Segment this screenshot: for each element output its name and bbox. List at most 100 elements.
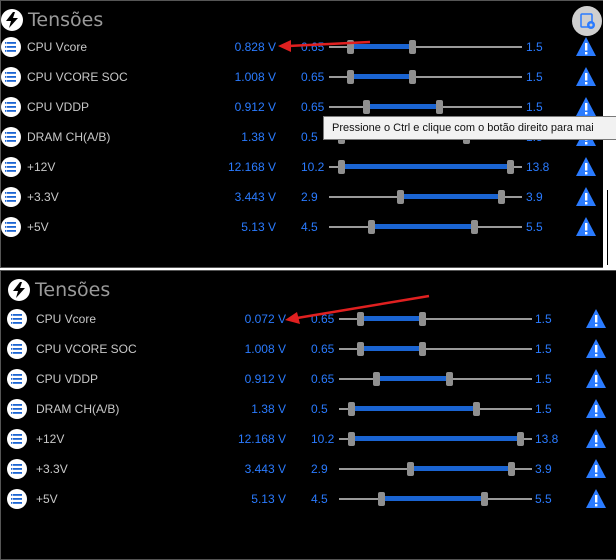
- sensor-value: 0.072 V: [244, 312, 286, 326]
- slider-low-handle[interactable]: [347, 70, 355, 84]
- warning-icon[interactable]: [585, 398, 607, 420]
- sensor-label: +5V: [27, 220, 49, 234]
- sensor-row: CPU Vcore 0.072 V 0.65 1.5: [1, 304, 606, 334]
- warning-icon[interactable]: [585, 458, 607, 480]
- slider-high-handle[interactable]: [446, 372, 453, 386]
- sensor-value: 1.008 V: [244, 342, 286, 356]
- sensor-value: 12.168 V: [227, 160, 276, 174]
- slider-low-handle[interactable]: [397, 190, 405, 204]
- slider-low-handle[interactable]: [368, 220, 376, 234]
- slider-high-handle[interactable]: [436, 100, 443, 114]
- slider-high-handle[interactable]: [408, 70, 416, 84]
- slider-low-handle[interactable]: [378, 492, 386, 506]
- sensor-label: CPU VDDP: [27, 100, 90, 114]
- min-value: 2.9: [301, 190, 318, 204]
- range-slider-fill: [360, 346, 422, 351]
- slider-low-handle[interactable]: [337, 160, 345, 174]
- slider-high-handle[interactable]: [507, 160, 515, 174]
- slider-high-handle[interactable]: [470, 220, 478, 234]
- slider-low-handle[interactable]: [372, 372, 380, 386]
- warning-icon[interactable]: [575, 66, 597, 88]
- slider-high-handle[interactable]: [473, 402, 481, 416]
- panel-title: Tensões: [28, 9, 104, 31]
- sensor-label: +5V: [36, 492, 58, 506]
- min-value: 0.5: [301, 130, 318, 144]
- slider-high-handle[interactable]: [480, 492, 488, 506]
- slider-low-handle[interactable]: [357, 342, 365, 356]
- sensor-row: +5V 5.13 V 4.5 5.5: [1, 212, 601, 242]
- sensor-value: 5.13 V: [251, 492, 286, 506]
- slider-low-handle[interactable]: [407, 462, 415, 476]
- menu-icon[interactable]: [1, 97, 21, 117]
- sensor-label: +12V: [36, 432, 65, 446]
- sensor-row: +3.3V 3.443 V 2.9 3.9: [1, 182, 601, 212]
- sensor-value: 1.38 V: [251, 402, 286, 416]
- slider-low-handle[interactable]: [347, 40, 355, 54]
- menu-icon[interactable]: [1, 37, 21, 57]
- warning-icon[interactable]: [585, 368, 607, 390]
- range-slider-fill: [375, 376, 449, 381]
- sensor-row: CPU VCORE SOC 1.008 V 0.65 1.5: [1, 334, 606, 364]
- range-slider-fill: [350, 44, 412, 49]
- warning-icon[interactable]: [585, 338, 607, 360]
- slider-low-handle[interactable]: [362, 100, 370, 114]
- menu-icon[interactable]: [1, 157, 21, 177]
- menu-icon[interactable]: [1, 127, 21, 147]
- menu-icon[interactable]: [7, 309, 27, 329]
- warning-icon[interactable]: [575, 216, 597, 238]
- max-value: 1.5: [535, 312, 552, 326]
- warning-icon[interactable]: [585, 308, 607, 330]
- menu-icon[interactable]: [7, 459, 27, 479]
- range-slider-fill: [350, 74, 412, 79]
- menu-icon[interactable]: [1, 67, 21, 87]
- slider-high-handle[interactable]: [418, 342, 426, 356]
- sensor-row: +5V 5.13 V 4.5 5.5: [1, 484, 606, 514]
- warning-icon[interactable]: [575, 36, 597, 58]
- menu-icon[interactable]: [7, 339, 27, 359]
- sensor-label: CPU Vcore: [27, 40, 88, 54]
- slider-low-handle[interactable]: [347, 432, 355, 446]
- menu-icon[interactable]: [7, 369, 27, 389]
- slider-low-handle[interactable]: [347, 402, 355, 416]
- menu-icon[interactable]: [1, 217, 21, 237]
- slider-high-handle[interactable]: [507, 462, 515, 476]
- sensor-value: 3.443 V: [244, 462, 286, 476]
- max-value: 1.5: [526, 70, 543, 84]
- sensor-value: 1.38 V: [241, 130, 276, 144]
- panel-title: Tensões: [35, 279, 111, 301]
- slider-high-handle[interactable]: [408, 40, 416, 54]
- menu-icon[interactable]: [7, 489, 27, 509]
- settings-icon-button[interactable]: [572, 6, 602, 36]
- sensor-row: CPU Vcore 0.828 V 0.65 1.5: [1, 32, 601, 62]
- sensor-row: CPU VDDP 0.912 V 0.65 1.5: [1, 364, 606, 394]
- menu-icon[interactable]: [7, 399, 27, 419]
- warning-icon[interactable]: [575, 156, 597, 178]
- menu-icon[interactable]: [1, 187, 21, 207]
- tooltip: Pressione o Ctrl e clique com o botão di…: [323, 116, 616, 140]
- slider-high-handle[interactable]: [517, 432, 525, 446]
- warning-icon[interactable]: [585, 488, 607, 510]
- warning-icon[interactable]: [575, 96, 597, 118]
- warning-icon[interactable]: [575, 186, 597, 208]
- max-value: 13.8: [526, 160, 550, 174]
- sensor-row: +12V 12.168 V 10.2 13.8: [1, 424, 606, 454]
- slider-low-handle[interactable]: [357, 312, 365, 326]
- range-slider-fill: [381, 496, 484, 501]
- sensor-value: 0.912 V: [244, 372, 286, 386]
- panel-header: Tensões: [8, 279, 110, 301]
- slider-high-handle[interactable]: [418, 312, 426, 326]
- slider-high-handle[interactable]: [497, 190, 505, 204]
- min-value: 10.2: [301, 160, 325, 174]
- range-slider-fill: [350, 406, 477, 411]
- max-value: 1.5: [535, 402, 552, 416]
- min-value: 0.65: [301, 70, 325, 84]
- sensor-row: +3.3V 3.443 V 2.9 3.9: [1, 454, 606, 484]
- sensor-label: DRAM CH(A/B): [36, 402, 120, 416]
- sensor-row: CPU VDDP 0.912 V 0.65 1.5: [1, 92, 601, 122]
- max-value: 5.5: [535, 492, 552, 506]
- sensor-value: 0.828 V: [234, 40, 276, 54]
- warning-icon[interactable]: [585, 428, 607, 450]
- sensor-label: +3.3V: [36, 462, 68, 476]
- menu-icon[interactable]: [7, 429, 27, 449]
- sensor-value: 3.443 V: [234, 190, 276, 204]
